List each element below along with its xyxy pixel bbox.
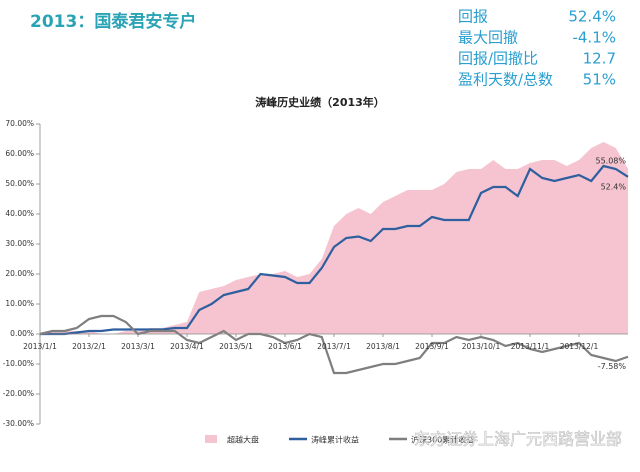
value-label: 52.4% <box>601 182 627 191</box>
x-tick-label: 2013/3/1 <box>121 342 155 351</box>
y-tick-label: -10.00% <box>3 359 34 368</box>
slide-title: 2013：国泰君安专户 <box>30 11 196 32</box>
stat-value: 51% <box>583 71 616 89</box>
y-tick-label: 40.00% <box>5 209 34 218</box>
stat-label: 最大回撤 <box>458 29 518 47</box>
x-tick-label: 2013/1/1 <box>23 342 57 351</box>
legend-swatch <box>205 435 217 443</box>
stat-value: 12.7 <box>583 50 616 68</box>
y-tick-label: -30.00% <box>3 419 34 428</box>
x-tick-label: 2013/6/1 <box>268 342 302 351</box>
watermark: 东方证券上海广元西路营业部 <box>414 430 622 449</box>
y-tick-label: 50.00% <box>5 179 34 188</box>
y-tick-label: -20.00% <box>3 389 34 398</box>
legend-label: 沪深300累计收益 <box>411 435 474 445</box>
value-label: 55.08% <box>595 156 626 165</box>
legend-label: 涛峰累计收益 <box>311 435 359 445</box>
stat-label: 盈利天数/总数 <box>458 71 553 89</box>
x-tick-label: 2013/2/1 <box>72 342 106 351</box>
y-tick-label: 10.00% <box>5 299 34 308</box>
stat-label: 回报/回撤比 <box>458 50 538 68</box>
x-tick-label: 2013/7/1 <box>317 342 351 351</box>
y-tick-label: 70.00% <box>5 119 34 128</box>
y-tick-label: 20.00% <box>5 269 34 278</box>
x-tick-label: 2013/11/1 <box>511 342 550 351</box>
x-tick-label: 2013/9/1 <box>415 342 449 351</box>
stat-value: 52.4% <box>568 8 616 26</box>
area <box>40 142 628 334</box>
stat-value: -4.1% <box>572 29 616 47</box>
stat-label: 回报 <box>458 8 488 26</box>
y-tick-label: 0.00% <box>10 329 34 338</box>
chart-title: 涛峰历史业绩（2013年） <box>255 95 385 109</box>
x-tick-label: 2013/12/1 <box>560 342 599 351</box>
legend-label: 超越大盘 <box>227 435 259 445</box>
x-tick-label: 2013/10/1 <box>462 342 501 351</box>
x-tick-label: 2013/5/1 <box>219 342 253 351</box>
y-tick-label: 30.00% <box>5 239 34 248</box>
line <box>40 164 629 336</box>
value-label: -7.58% <box>598 362 627 371</box>
x-tick-label: 2013/8/1 <box>366 342 400 351</box>
y-tick-label: 60.00% <box>5 149 34 158</box>
x-tick-label: 2013/4/1 <box>170 342 204 351</box>
